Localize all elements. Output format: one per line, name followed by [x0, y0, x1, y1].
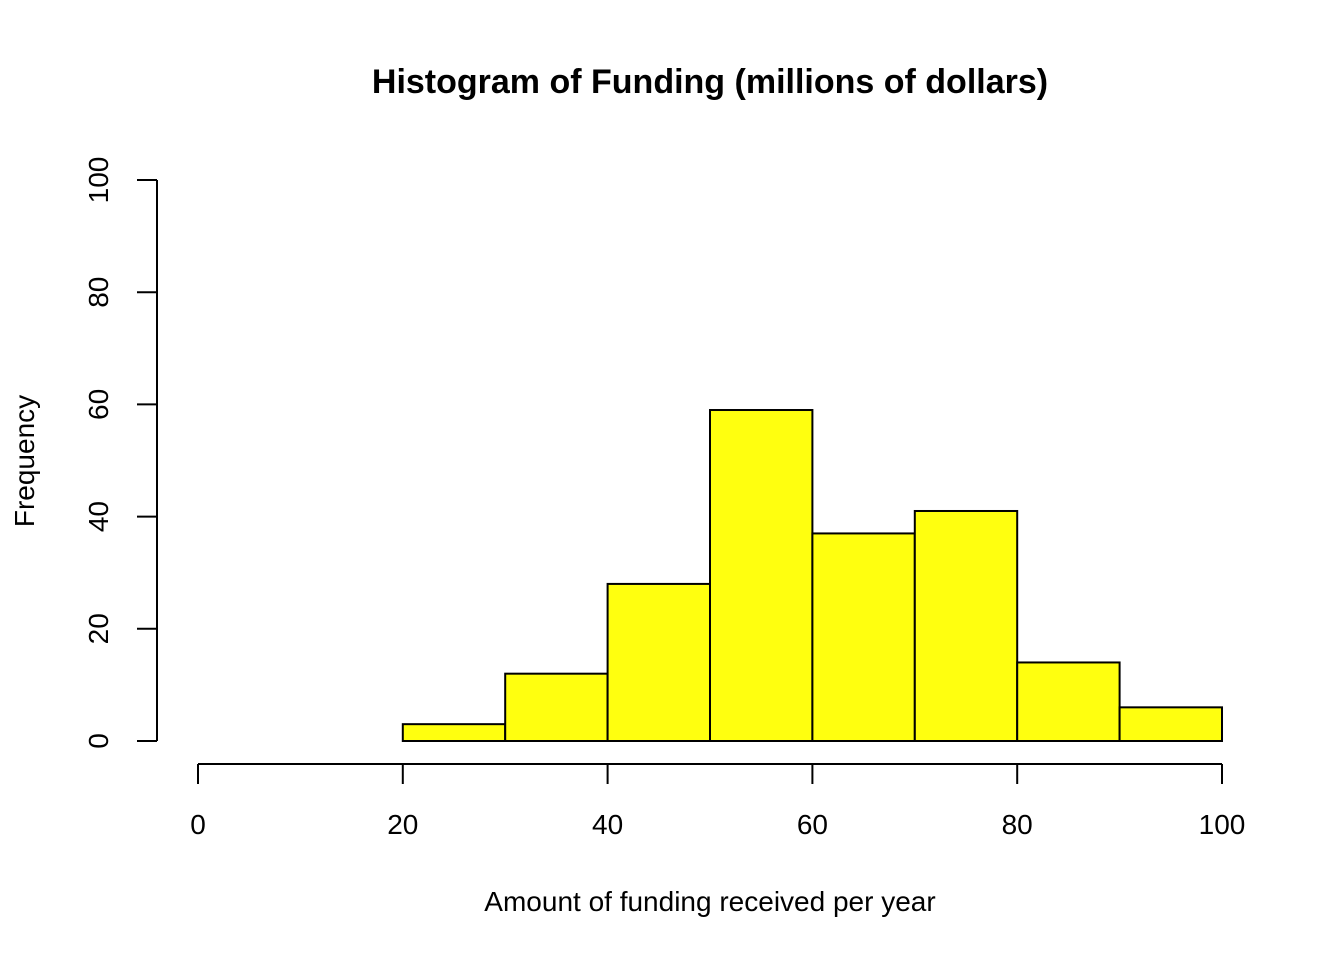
y-tick-label-40: 40 [83, 501, 114, 532]
histogram-bar-80-90 [1016, 661, 1121, 743]
x-tick-label-60: 60 [797, 809, 828, 840]
x-tick-label-100: 100 [1199, 809, 1246, 840]
y-axis: 0 20 40 60 80 100 [83, 157, 158, 749]
x-axis-label: Amount of funding received per year [484, 886, 935, 917]
chart-title: Histogram of Funding (millions of dollar… [372, 63, 1048, 101]
x-tick-label-20: 20 [387, 809, 418, 840]
histogram-bar-20-30 [401, 723, 507, 742]
histogram-bar-70-80 [913, 509, 1019, 742]
histogram-bar-60-70 [811, 532, 916, 742]
x-tick-label-0: 0 [190, 809, 206, 840]
x-tick-label-40: 40 [592, 809, 623, 840]
x-axis: 0 20 40 60 80 100 [190, 763, 1246, 840]
y-tick-label-20: 20 [83, 613, 114, 644]
y-tick-label-80: 80 [83, 277, 114, 308]
histogram-bar-30-40 [504, 672, 609, 742]
bars-group [401, 409, 1223, 743]
y-tick-label-100: 100 [83, 157, 114, 204]
y-tick-label-0: 0 [83, 733, 114, 749]
histogram-bar-50-60 [709, 409, 814, 742]
histogram-bar-40-50 [606, 582, 711, 742]
y-tick-label-60: 60 [83, 389, 114, 420]
y-axis-label: Frequency [9, 395, 40, 527]
x-tick-label-80: 80 [1002, 809, 1033, 840]
histogram-bar-90-100 [1118, 706, 1223, 743]
